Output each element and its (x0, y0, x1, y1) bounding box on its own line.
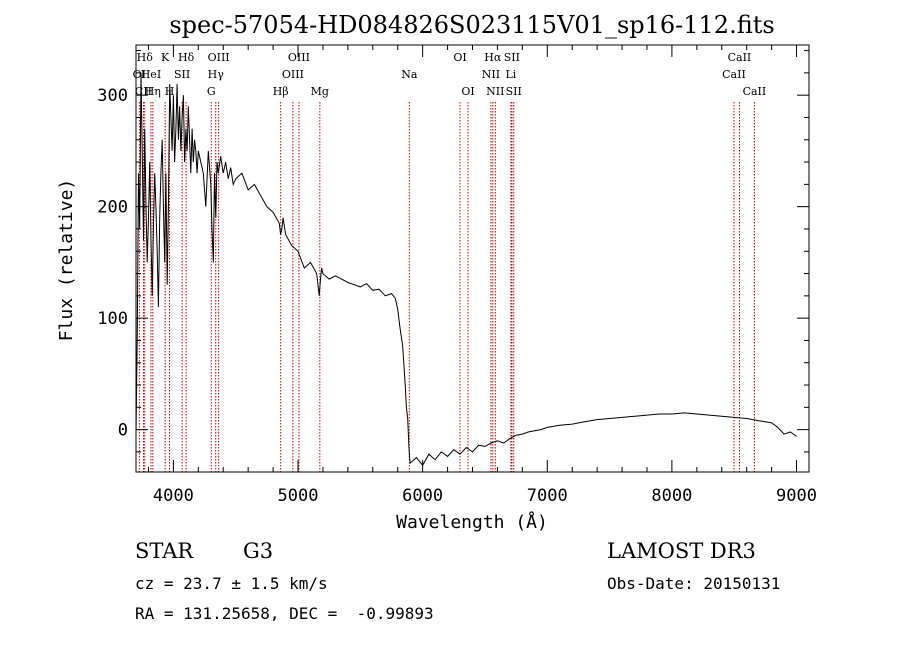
line-label-16: Na (401, 68, 418, 81)
x-tick-label: 8000 (651, 486, 692, 506)
line-label-26: CaII (722, 68, 746, 81)
survey-name: LAMOST DR3 (607, 539, 756, 563)
x-tick-label: 6000 (402, 486, 443, 506)
x-tick-label: 7000 (527, 486, 568, 506)
line-label-23: NII (486, 85, 504, 98)
x-tick-label: 9000 (776, 486, 817, 506)
x-tick-label: 4000 (153, 486, 194, 506)
line-label-21: NII (482, 68, 500, 81)
line-label-24: SII (506, 85, 522, 98)
x-axis-label: Wavelength (Å) (396, 511, 548, 533)
axis-tick-labels: 4000 5000 6000 7000 8000 9000 0 100 200 300 (97, 86, 817, 506)
spectrum-line (135, 72, 797, 467)
line-label-0: Hδ (137, 51, 154, 64)
line-label-15: Mg (311, 85, 329, 98)
line-label-14: Hβ (273, 85, 289, 98)
line-label-3: HeI (141, 68, 161, 81)
line-label-20: SII (504, 51, 520, 64)
line-label-27: CaII (743, 85, 767, 98)
chart-title: spec-57054-HD084826S023115V01_sp16-112.f… (169, 11, 774, 39)
line-label-4: Hη (145, 85, 161, 98)
line-label-19: Hα (484, 51, 502, 64)
y-tick-label: 200 (97, 198, 128, 218)
line-label-12: OIII (288, 51, 310, 64)
line-label-11: G (207, 85, 216, 98)
line-label-22: Li (505, 68, 516, 81)
obs-date-text: Obs-Date: 20150131 (607, 574, 781, 593)
line-label-9: OIII (208, 51, 230, 64)
y-tick-label: 100 (97, 309, 128, 329)
line-label-10: Hγ (208, 68, 225, 81)
y-tick-label: 0 (118, 421, 128, 441)
coordinates-text: RA = 131.25658, DEC = -0.99893 (135, 604, 434, 623)
line-label-13: OIII (282, 68, 304, 81)
line-label-17: OI (453, 51, 466, 64)
subclass: G3 (243, 539, 274, 563)
redshift-text: cz = 23.7 ± 1.5 km/s (135, 574, 328, 593)
axis-ticks (136, 45, 809, 472)
plot-frame (135, 44, 810, 473)
line-label-8: Hδ (178, 51, 195, 64)
y-axis-label: Flux (relative) (56, 179, 77, 342)
line-label-6: SII (174, 68, 190, 81)
y-tick-label: 300 (97, 86, 128, 106)
line-label-5: K (161, 51, 170, 64)
line-label-18: OI (461, 85, 474, 98)
line-label-25: CaII (728, 51, 752, 64)
line-marker-group (138, 102, 755, 472)
object-class: STAR (135, 539, 194, 563)
x-tick-label: 5000 (278, 486, 319, 506)
